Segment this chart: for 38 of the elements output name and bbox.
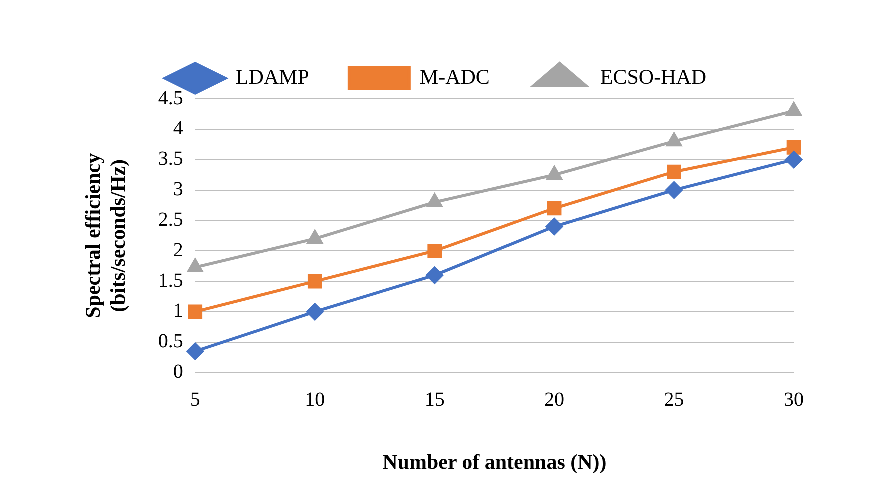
y-tick-label: 4	[173, 118, 184, 140]
y-axis-title: Spectral efficiency (bits/seconds/Hz)	[81, 152, 130, 318]
point	[666, 133, 682, 147]
point	[666, 182, 683, 199]
y-tick-label: 0.5	[158, 330, 184, 353]
y-tick-label: 0	[173, 361, 184, 384]
x-axis-title: Number of antennas (N))	[382, 450, 607, 474]
point	[186, 343, 204, 360]
x-tick-label: 25	[664, 389, 684, 412]
legend-label: M-ADC	[420, 65, 490, 90]
y-tick-label: 2.5	[158, 208, 184, 231]
point	[786, 151, 802, 168]
point	[427, 194, 442, 208]
y-tick-label: 4.5	[158, 87, 184, 110]
x-tick-label: 20	[544, 389, 565, 412]
y-tick-label: 3	[173, 178, 184, 201]
point	[426, 266, 444, 284]
x-tick-label: 30	[784, 389, 804, 412]
y-tick-label: 2	[173, 239, 184, 262]
point	[667, 164, 682, 180]
point	[306, 303, 324, 320]
point	[786, 102, 802, 116]
legend-label: LDAMP	[236, 65, 310, 90]
y-tick-label: 1.5	[158, 270, 184, 292]
point	[188, 304, 203, 320]
y-tick-label: 3.5	[158, 148, 184, 170]
x-tick-label: 10	[305, 389, 326, 412]
point	[308, 274, 322, 289]
point	[428, 244, 442, 258]
point	[547, 201, 562, 216]
legend-label: ECSO-HAD	[600, 65, 707, 90]
x-tick-label: 5	[190, 389, 200, 412]
point	[188, 259, 203, 273]
point	[547, 166, 562, 180]
point	[786, 140, 802, 155]
y-tick-label: 1	[173, 300, 184, 322]
x-tick-label: 15	[424, 389, 445, 412]
point	[546, 218, 564, 236]
